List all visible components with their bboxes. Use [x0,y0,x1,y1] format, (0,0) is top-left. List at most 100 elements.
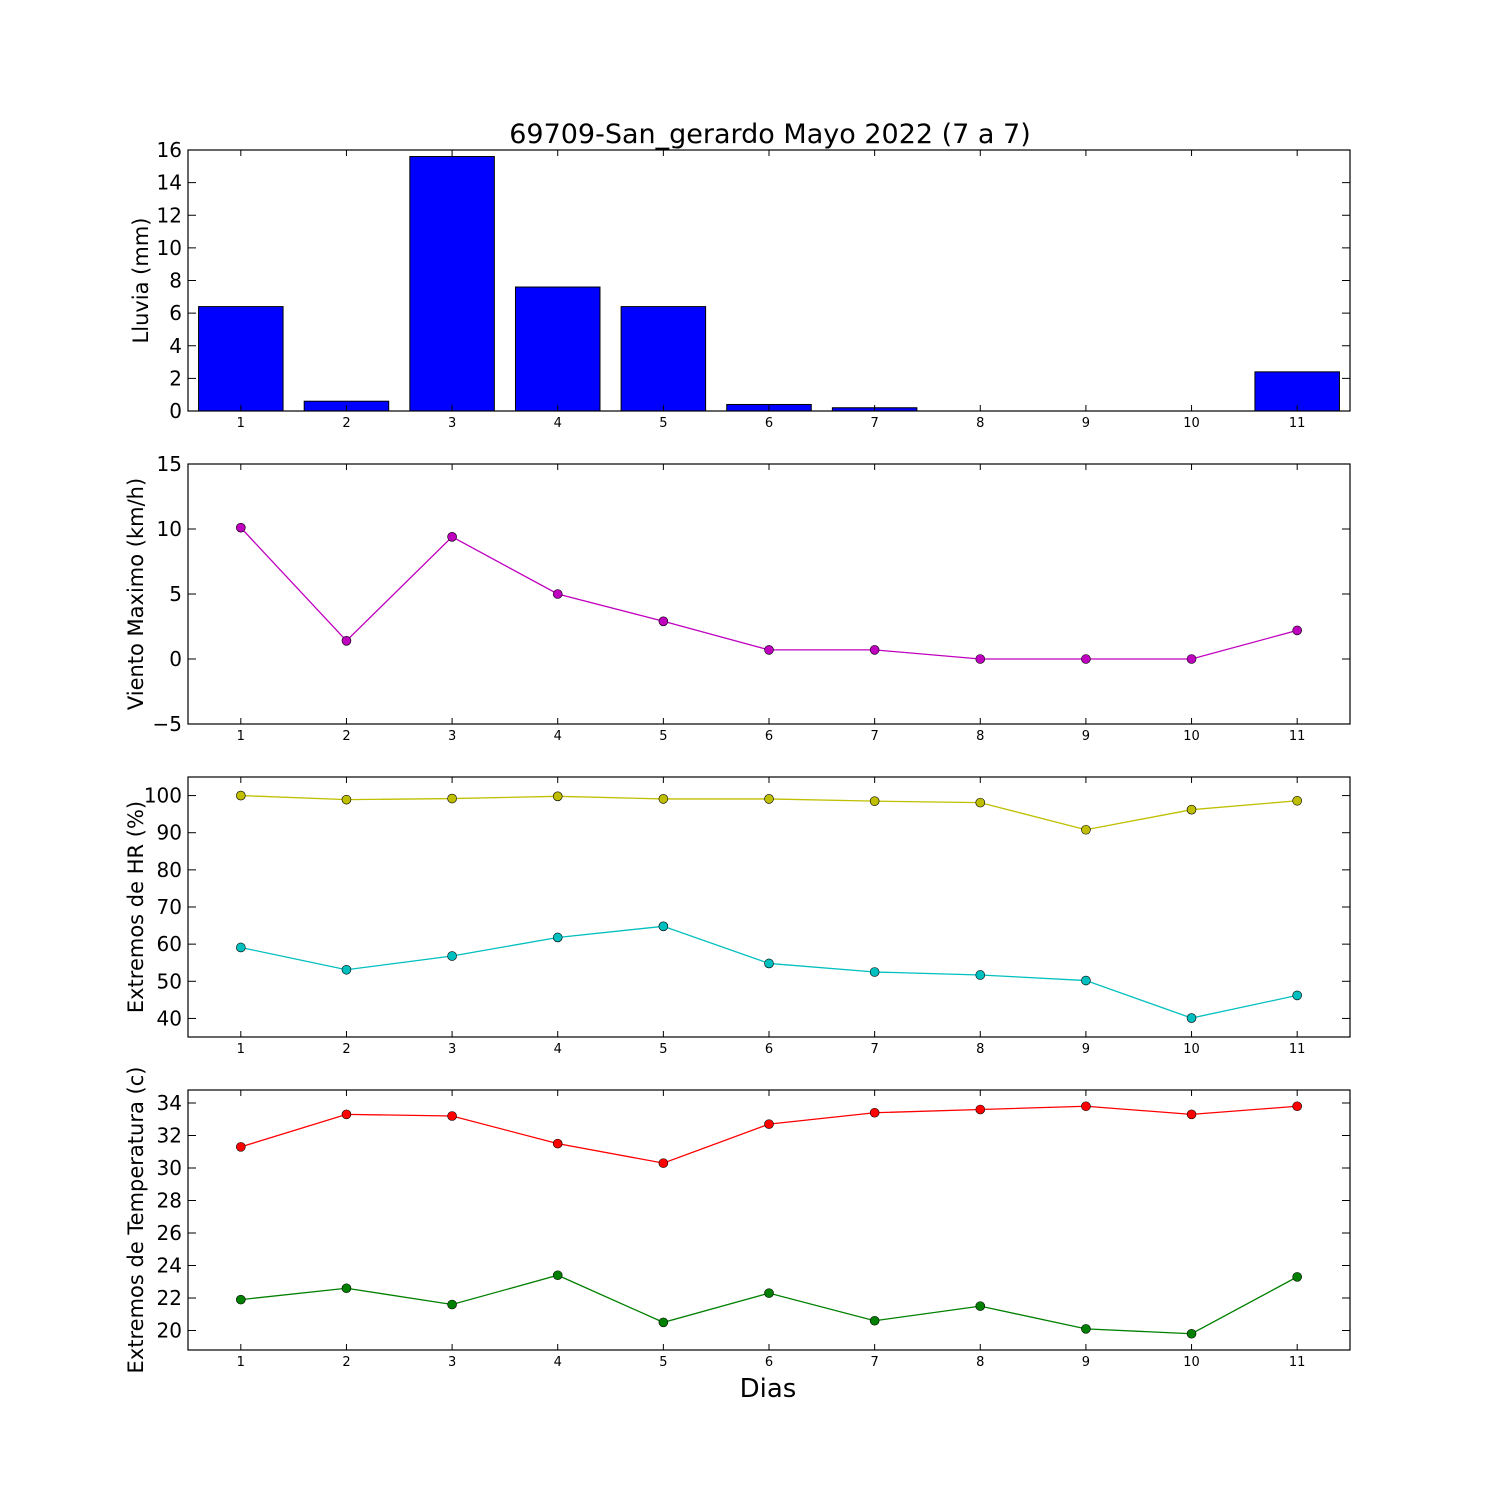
max-wind-xtick-label-11: 11 [1289,729,1306,744]
humidity-series-1-point-6 [764,794,774,804]
temperature-xtick-label-2: 2 [342,1355,350,1370]
rainfall-bar-1 [198,306,284,412]
humidity-series-1-point-9 [1081,824,1091,835]
humidity-series-2-point-3 [447,951,457,961]
max-wind-xtick-label-5: 5 [659,729,667,744]
temperature-xtick-label-7: 7 [870,1355,878,1370]
humidity-ytick-label-2: 60 [157,932,182,956]
temperature-ytick-label-2: 24 [157,1254,182,1278]
temperature-ytick-label-3: 26 [157,1221,182,1245]
rainfall-xtick-label-1: 1 [237,416,245,431]
temperature-series-1-point-7 [869,1107,880,1118]
temperature-series-2-point-11 [1292,1272,1302,1282]
rainfall-xtick-label-6: 6 [765,416,773,431]
temperature-ytick-label-6: 32 [157,1124,182,1148]
humidity-xtick-label-2: 2 [342,1042,350,1057]
temperature-xtick-label-9: 9 [1082,1355,1090,1370]
humidity-xtick-label-8: 8 [976,1042,984,1057]
temperature-series-1-point-1 [236,1142,246,1152]
temperature-ytick-label-1: 22 [157,1286,182,1310]
max-wind-series-1-point-1 [236,522,246,533]
temperature-series-2-point-9 [1081,1324,1091,1334]
rainfall-plot-area [188,150,1350,411]
humidity-xtick-label-3: 3 [448,1042,456,1057]
max-wind-ytick-label-1: 0 [169,647,182,671]
temperature-y-axis-label: Extremos de Temperatura (c) [124,1067,148,1374]
humidity-series-1-point-5 [658,794,669,804]
humidity-series-1-point-4 [552,791,563,802]
temperature-series-2-point-6 [764,1288,774,1298]
max-wind-series-1-point-4 [552,589,563,599]
humidity-xtick-label-5: 5 [659,1042,667,1057]
temperature-ytick-label-5: 30 [157,1156,182,1180]
temperature-series-1-point-10 [1186,1109,1197,1120]
humidity-series-2-point-8 [975,970,986,980]
rainfall-xtick-label-2: 2 [342,416,350,431]
max-wind-series-1-point-5 [658,616,669,627]
humidity-xtick-label-6: 6 [765,1042,773,1057]
temperature-series-1-point-6 [764,1119,774,1129]
max-wind-plot-area [188,464,1350,724]
rainfall-xtick-label-4: 4 [554,416,562,431]
max-wind-series-1-point-6 [764,645,774,655]
humidity-series-2-point-7 [869,967,880,977]
rainfall-xtick-label-11: 11 [1289,416,1306,431]
temperature-xtick-label-10: 10 [1183,1355,1200,1370]
temperature-xtick-label-3: 3 [448,1355,456,1370]
temperature-series-1-point-11 [1292,1101,1302,1112]
humidity-ytick-label-3: 70 [157,895,182,919]
panel-max-wind: 1 2 3 4 5 6 7 8 9 10 11 −5 0 5 10 15 Viento Maximo (km/h… [124,452,1351,744]
x-axis-label: Dias [740,1374,797,1404]
rainfall-ytick-label-1: 2 [169,366,182,390]
max-wind-y-axis-label: Viento Maximo (km/h) [124,478,148,710]
max-wind-xtick-label-2: 2 [342,729,350,744]
rainfall-ytick-label-0: 0 [169,399,182,423]
temperature-series-1-point-3 [447,1111,457,1121]
temperature-series-1-point-2 [341,1109,352,1120]
rainfall-xtick-label-5: 5 [659,416,667,431]
temperature-series-1-point-9 [1081,1101,1091,1112]
rainfall-bar-3 [409,156,495,412]
max-wind-series-1-point-2 [341,635,352,646]
temperature-ytick-label-4: 28 [157,1189,182,1213]
max-wind-series-1-point-9 [1081,654,1091,664]
temperature-series-1-point-8 [975,1104,986,1115]
humidity-series-1-point-7 [869,796,880,806]
humidity-series-1-point-2 [341,794,352,805]
humidity-xtick-label-9: 9 [1082,1042,1090,1057]
max-wind-xtick-label-9: 9 [1082,729,1090,744]
humidity-series-2-point-11 [1292,990,1302,1001]
max-wind-ytick-label-4: 15 [157,452,182,476]
rainfall-ytick-label-2: 4 [169,334,182,358]
rainfall-ytick-label-3: 6 [169,301,182,325]
humidity-series-1-point-10 [1186,804,1197,815]
rainfall-ytick-label-7: 14 [157,171,182,195]
max-wind-xtick-label-7: 7 [870,729,878,744]
rainfall-ytick-label-5: 10 [157,236,182,260]
rainfall-bar-5 [620,306,707,412]
humidity-y-axis-label: Extremos de HR (%) [124,801,148,1013]
max-wind-ytick-label-3: 10 [157,517,182,541]
humidity-series-2-point-6 [764,958,774,969]
max-wind-xtick-label-6: 6 [765,729,773,744]
max-wind-xtick-label-4: 4 [554,729,562,744]
humidity-ytick-label-4: 80 [157,858,182,882]
rainfall-xtick-label-9: 9 [1082,416,1090,431]
humidity-xtick-label-10: 10 [1183,1042,1200,1057]
temperature-xtick-label-8: 8 [976,1355,984,1370]
temperature-series-2-point-10 [1186,1328,1197,1339]
max-wind-series-1-point-7 [869,645,880,655]
humidity-series-2-point-4 [552,932,563,943]
temperature-series-2-point-1 [236,1294,246,1305]
max-wind-series-1-point-11 [1292,625,1302,636]
rainfall-xtick-label-7: 7 [870,416,878,431]
rainfall-bar-4 [514,286,601,412]
humidity-series-1-point-3 [447,793,457,804]
rainfall-ytick-label-8: 16 [157,138,182,162]
humidity-xtick-label-1: 1 [237,1042,245,1057]
temperature-series-1-point-5 [658,1158,669,1168]
humidity-ytick-label-0: 40 [157,1006,182,1030]
temperature-ytick-label-0: 20 [157,1319,182,1343]
